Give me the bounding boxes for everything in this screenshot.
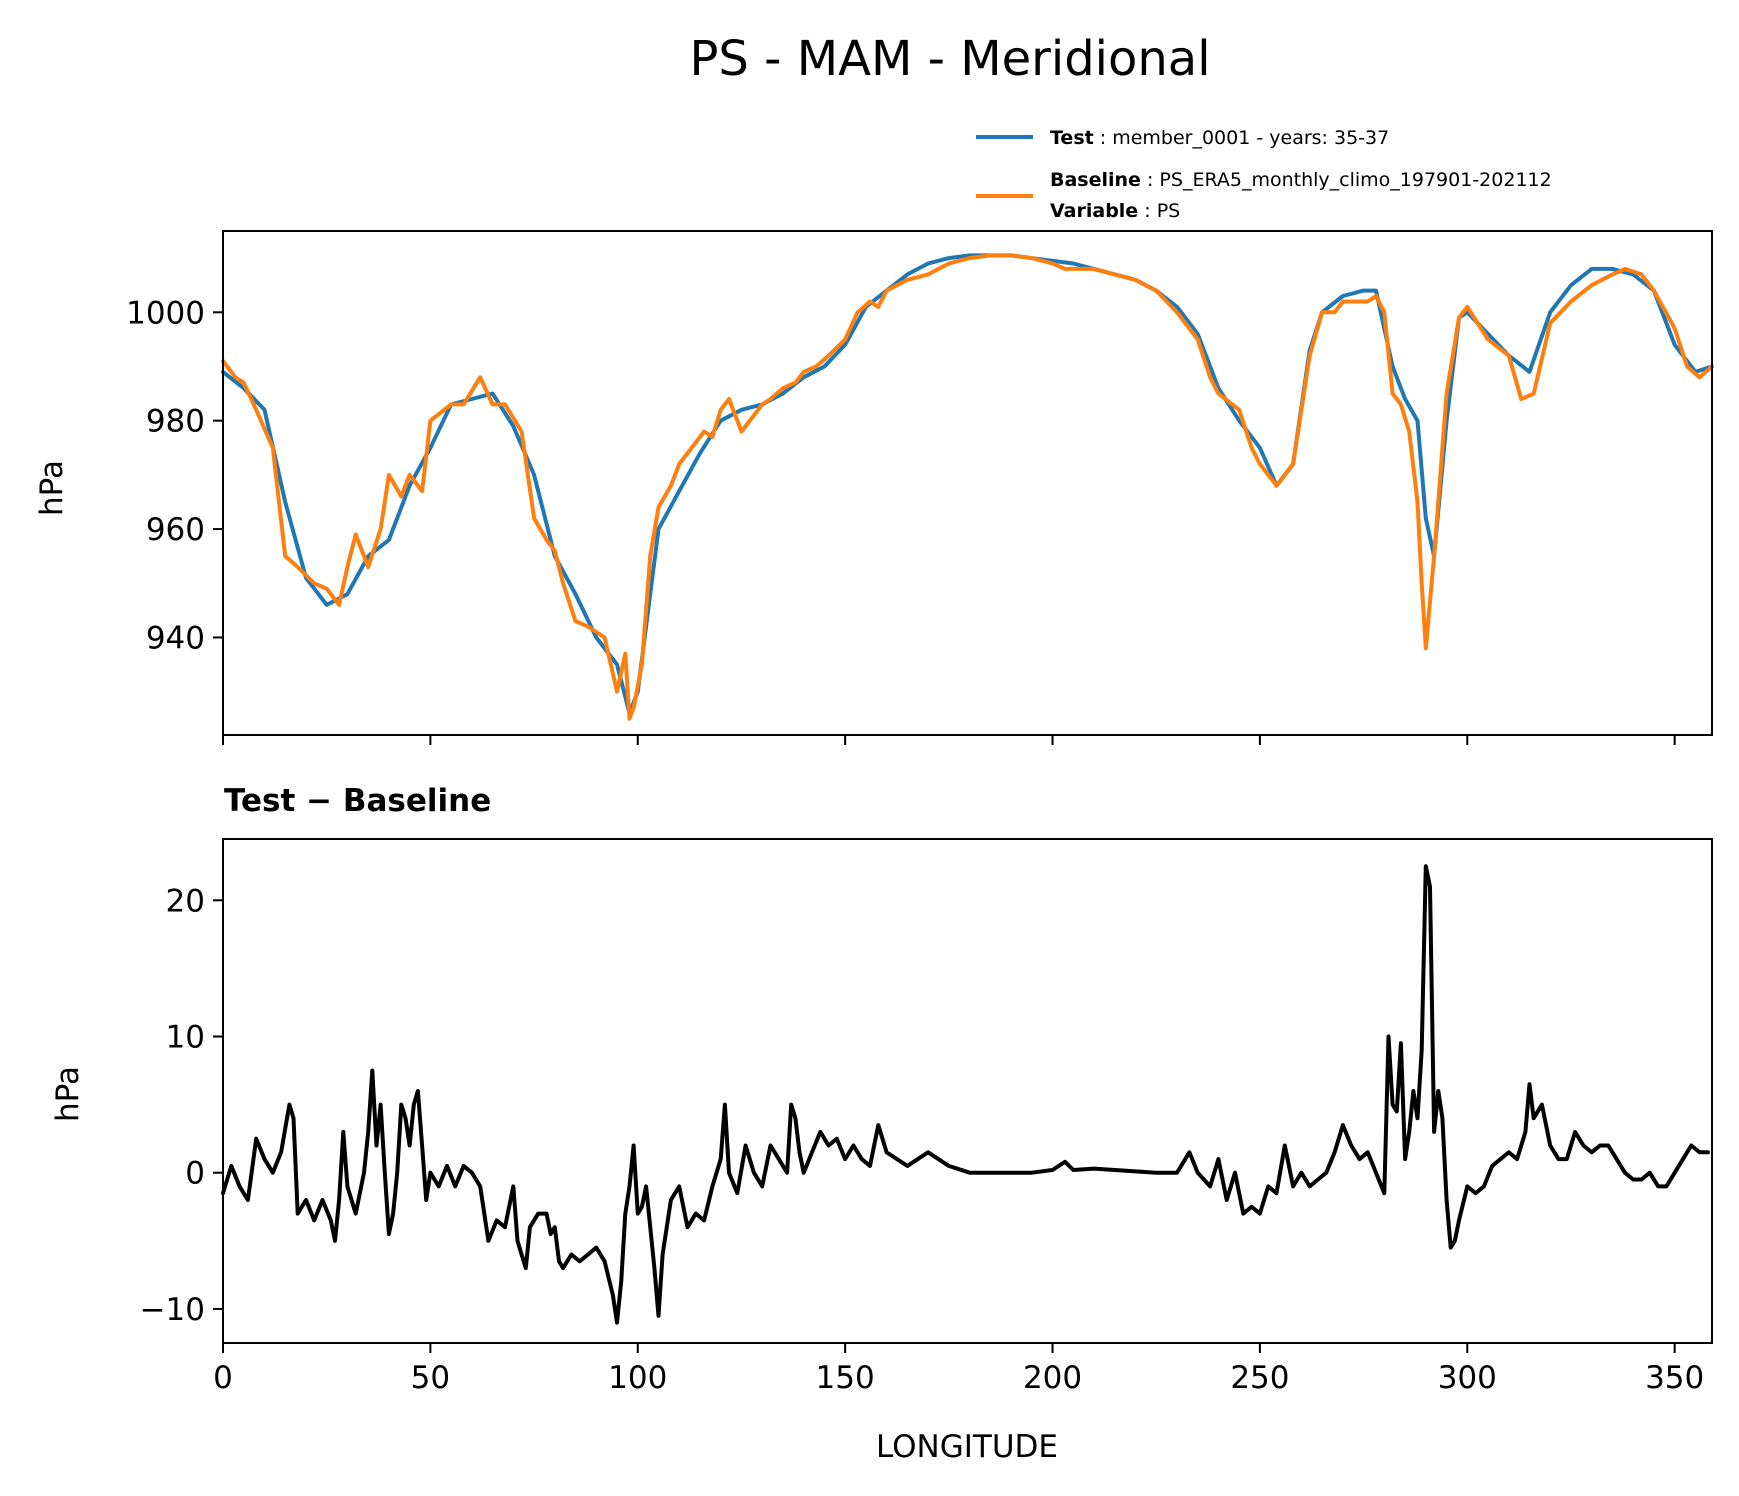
- bottom-series-group: [221, 864, 1710, 1325]
- legend: Test : member_0001 - years: 35-37 Baseli…: [976, 127, 1552, 222]
- top-y-axis-label: hPa: [34, 460, 70, 516]
- bottom-y-tick-label: −10: [140, 1292, 205, 1328]
- bottom-x-tick-label: 350: [1645, 1360, 1704, 1396]
- bottom-x-tick-label: 200: [1023, 1360, 1082, 1396]
- top-y-tick-label: 960: [146, 512, 205, 548]
- legend-variable-entry: Variable : PS: [1050, 200, 1180, 222]
- bottom-y-tick-label: 0: [185, 1156, 205, 1192]
- top-series-line-baseline: [221, 253, 1714, 721]
- bottom-y-tick-label: 20: [166, 883, 205, 919]
- legend-baseline-entry: Baseline : PS_ERA5_monthly_climo_197901-…: [1050, 169, 1552, 191]
- bottom-axes-frame: [222, 838, 1713, 1344]
- bottom-x-tick-label: 150: [816, 1360, 875, 1396]
- bottom-y-tick-label: 10: [166, 1020, 205, 1056]
- top-axes-frame: [222, 230, 1713, 736]
- top-y-tick-label: 980: [146, 404, 205, 440]
- x-axis-label: LONGITUDE: [876, 1429, 1058, 1465]
- legend-test-entry: Test : member_0001 - years: 35-37: [1050, 127, 1389, 149]
- difference-panel-title: Test − Baseline: [224, 783, 491, 819]
- top-y-tick-label: 1000: [126, 295, 205, 331]
- bottom-x-tick-label: 300: [1438, 1360, 1497, 1396]
- bottom-series-line-test-baseline: [221, 864, 1710, 1325]
- bottom-y-axis-label: hPa: [50, 1066, 86, 1122]
- bottom-x-tick-label: 50: [411, 1360, 450, 1396]
- bottom-x-tick-label: 250: [1230, 1360, 1289, 1396]
- chart-title: PS - MAM - Meridional: [689, 31, 1210, 87]
- top-ticks-group: 940 960 980 1000: [126, 295, 1676, 745]
- bottom-x-tick-label: 100: [608, 1360, 667, 1396]
- top-panel: 940 960 980 1000 hPa: [34, 230, 1714, 745]
- top-y-tick-label: 940: [146, 620, 205, 656]
- bottom-x-tick-label: 0: [213, 1360, 233, 1396]
- top-series-group: [221, 253, 1714, 721]
